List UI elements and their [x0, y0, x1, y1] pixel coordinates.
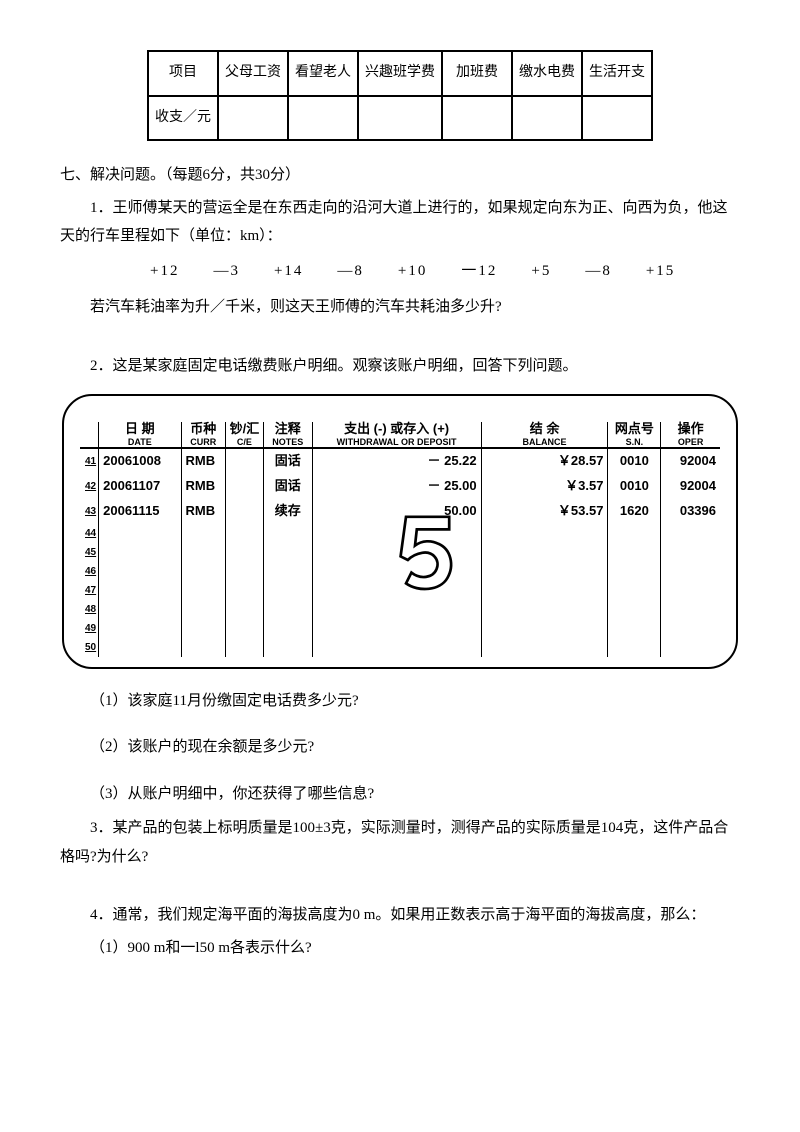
- q2-sub2: （2）该账户的现在余额是多少元?: [60, 733, 740, 762]
- cell-date: 20061008: [99, 448, 181, 474]
- cell-blank: [218, 96, 288, 141]
- stmt-row: 4320061115RMB 续存50.00￥53.57162003396: [80, 499, 720, 524]
- cell-blank: [582, 96, 652, 141]
- cell-notes: 固话: [263, 448, 312, 474]
- stmt-row-blank: 49: [80, 619, 720, 638]
- cell-blank: [288, 96, 358, 141]
- stmt-h-notes: 注释NOTES: [263, 422, 312, 448]
- th-elder: 看望老人: [288, 51, 358, 96]
- stmt-h-num: [80, 422, 99, 448]
- stmt-row-blank: 45: [80, 543, 720, 562]
- q1-numbers: +12 —3 +14 —8 +10 一12 +5 —8 +15: [60, 257, 740, 286]
- row-num: 49: [80, 619, 99, 638]
- cell-op: 92004: [661, 448, 720, 474]
- stmt-row: 4120061008RMB 固话－ 25.22￥28.57001092004: [80, 448, 720, 474]
- row-num: 48: [80, 600, 99, 619]
- cell-curr: RMB: [181, 448, 225, 474]
- q2-sub1: （1）该家庭11月份缴固定电话费多少元?: [60, 687, 740, 716]
- cell-sn: 1620: [608, 499, 661, 524]
- stmt-h-bal: 结 余BALANCE: [481, 422, 608, 448]
- q3-text: 3．某产品的包装上标明质量是100±3克，实际测量时，测得产品的实际质量是104…: [60, 814, 740, 871]
- stmt-h-sn: 网点号S.N.: [608, 422, 661, 448]
- row-num: 42: [80, 474, 99, 499]
- th-overtime: 加班费: [442, 51, 512, 96]
- q2-sub3: （3）从账户明细中，你还获得了哪些信息?: [60, 780, 740, 809]
- q4-sub1: （1）900 m和一l50 m各表示什么?: [60, 934, 740, 963]
- table-header-row: 项目 父母工资 看望老人 兴趣班学费 加班费 缴水电费 生活开支: [148, 51, 652, 96]
- stmt-row-blank: 47: [80, 581, 720, 600]
- row-num: 41: [80, 448, 99, 474]
- stmt-h-wd: 支出 (-) 或存入 (+)WITHDRAWAL OR DEPOSIT: [312, 422, 481, 448]
- stmt-h-op: 操作OPER: [661, 422, 720, 448]
- th-tuition: 兴趣班学费: [358, 51, 442, 96]
- q4-text: 4．通常，我们规定海平面的海拔高度为0 m。如果用正数表示高于海平面的海拔高度，…: [60, 901, 740, 930]
- bank-statement: 日 期DATE 币种CURR 钞/汇C/E 注释NOTES 支出 (-) 或存入…: [62, 394, 738, 668]
- row-num: 45: [80, 543, 99, 562]
- cell-op: 03396: [661, 499, 720, 524]
- cell-bal: ￥28.57: [481, 448, 608, 474]
- cell-wd: － 25.22: [312, 448, 481, 474]
- cell-blank: [358, 96, 442, 141]
- expense-table: 项目 父母工资 看望老人 兴趣班学费 加班费 缴水电费 生活开支 收支／元: [147, 50, 653, 141]
- stmt-row-blank: 50: [80, 638, 720, 657]
- cell-date: 20061107: [99, 474, 181, 499]
- row-label: 收支／元: [148, 96, 218, 141]
- th-item: 项目: [148, 51, 218, 96]
- stmt-h-ce: 钞/汇C/E: [225, 422, 263, 448]
- q1-text-1: 1．王师傅某天的营运全是在东西走向的沿河大道上进行的，如果规定向东为正、向西为负…: [60, 194, 740, 251]
- stmt-header-row: 日 期DATE 币种CURR 钞/汇C/E 注释NOTES 支出 (-) 或存入…: [80, 422, 720, 448]
- stmt-row: 4220061107RMB 固话－ 25.00￥3.57001092004: [80, 474, 720, 499]
- cell-notes: 固话: [263, 474, 312, 499]
- q1-text-2: 若汽车耗油率为升／千米，则这天王师傅的汽车共耗油多少升?: [60, 293, 740, 322]
- th-living: 生活开支: [582, 51, 652, 96]
- cell-ce: [225, 474, 263, 499]
- cell-wd: 50.00: [312, 499, 481, 524]
- table-data-row: 收支／元: [148, 96, 652, 141]
- section-heading: 七、解决问题。（每题6分，共30分）: [60, 161, 740, 190]
- th-util: 缴水电费: [512, 51, 582, 96]
- cell-bal: ￥3.57: [481, 474, 608, 499]
- cell-sn: 0010: [608, 448, 661, 474]
- cell-blank: [442, 96, 512, 141]
- stmt-row-blank: 48: [80, 600, 720, 619]
- row-num: 44: [80, 524, 99, 543]
- stmt-h-date: 日 期DATE: [99, 422, 181, 448]
- row-num: 47: [80, 581, 99, 600]
- cell-blank: [512, 96, 582, 141]
- cell-wd: － 25.00: [312, 474, 481, 499]
- row-num: 46: [80, 562, 99, 581]
- th-salary: 父母工资: [218, 51, 288, 96]
- stmt-row-blank: 44: [80, 524, 720, 543]
- cell-curr: RMB: [181, 474, 225, 499]
- cell-sn: 0010: [608, 474, 661, 499]
- cell-ce: [225, 499, 263, 524]
- cell-ce: [225, 448, 263, 474]
- cell-curr: RMB: [181, 499, 225, 524]
- stmt-h-curr: 币种CURR: [181, 422, 225, 448]
- statement-table: 日 期DATE 币种CURR 钞/汇C/E 注释NOTES 支出 (-) 或存入…: [80, 422, 720, 656]
- row-num: 50: [80, 638, 99, 657]
- cell-notes: 续存: [263, 499, 312, 524]
- row-num: 43: [80, 499, 99, 524]
- cell-date: 20061115: [99, 499, 181, 524]
- stmt-row-blank: 46: [80, 562, 720, 581]
- q2-intro: 2．这是某家庭固定电话缴费账户明细。观察该账户明细，回答下列问题。: [60, 352, 740, 381]
- cell-op: 92004: [661, 474, 720, 499]
- cell-bal: ￥53.57: [481, 499, 608, 524]
